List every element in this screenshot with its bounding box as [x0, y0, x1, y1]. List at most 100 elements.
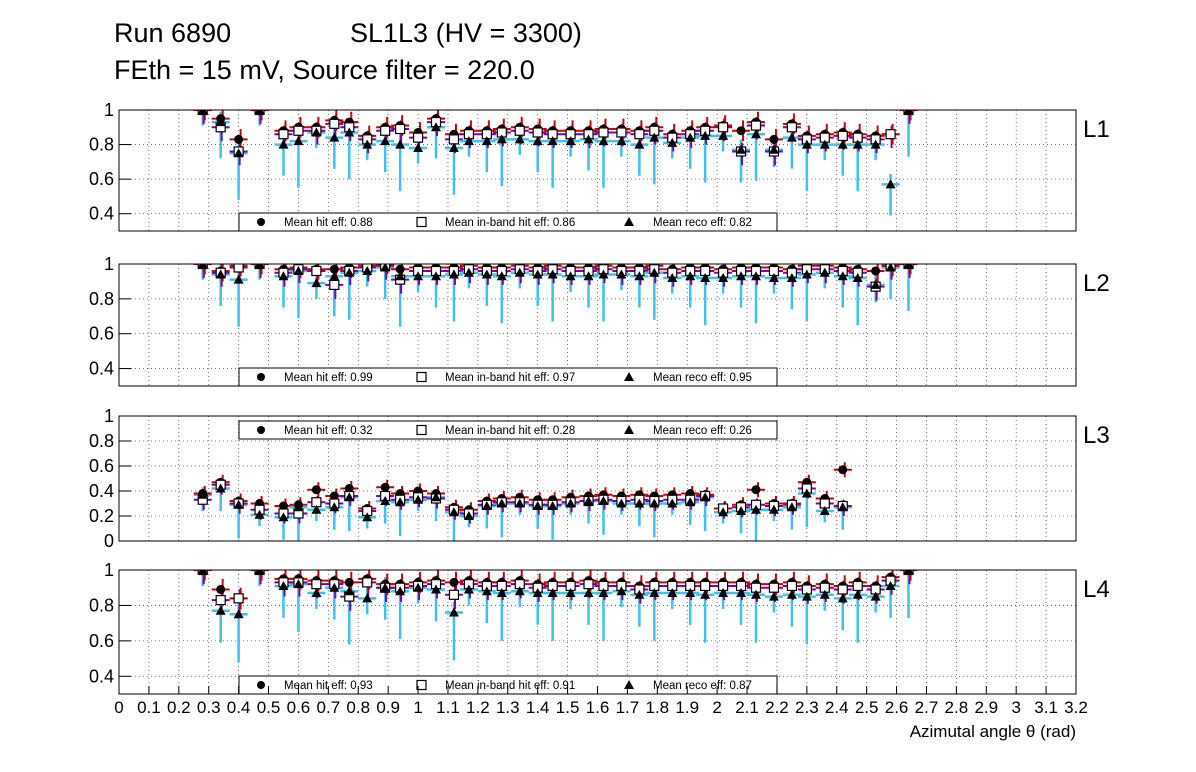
reco-marker: [634, 139, 645, 149]
x-axis-label: Azimutal angle θ (rad): [910, 722, 1076, 741]
reco-marker: [565, 271, 576, 281]
reco-marker: [413, 271, 424, 281]
y-tick-label: 0.4: [89, 666, 114, 686]
inband-marker: [583, 579, 594, 590]
inband-marker: [786, 122, 797, 133]
reco-marker: [254, 570, 265, 574]
data-points: [193, 110, 918, 216]
hit-marker: [329, 491, 339, 501]
hit-marker: [344, 577, 354, 587]
reco-marker: [801, 269, 812, 279]
legend-reco-marker: [624, 425, 634, 434]
reco-marker: [233, 274, 244, 284]
reco-marker: [380, 264, 391, 272]
reco-marker: [514, 267, 525, 277]
y-tick-label: 0.6: [89, 631, 114, 651]
reco-marker: [254, 264, 265, 268]
reco-marker: [514, 134, 525, 144]
x-tick-label: 2.9: [974, 698, 998, 717]
reco-marker: [448, 607, 459, 617]
y-tick-label: 1: [104, 100, 114, 120]
legend-hit-marker: [257, 218, 265, 226]
reco-marker: [667, 498, 678, 508]
reco-marker: [616, 136, 627, 146]
legend-reco-marker: [624, 372, 634, 381]
x-tick-label: 3.1: [1034, 698, 1058, 717]
hit-marker: [329, 264, 339, 274]
reco-marker: [463, 511, 474, 520]
legend: Mean hit eff: 0.32 Mean in-band hit eff: …: [238, 420, 778, 440]
legend-inband-text: Mean in-band hit eff: 0.86: [445, 217, 575, 229]
reco-marker: [700, 130, 711, 140]
reco-marker: [344, 127, 355, 137]
reco-marker: [395, 271, 406, 281]
inband-marker: [278, 129, 289, 140]
reco-marker: [463, 136, 474, 146]
x-tick-label: 1.9: [675, 698, 699, 717]
reco-marker: [395, 497, 406, 507]
reco-marker: [685, 588, 696, 598]
legend-hit-marker: [257, 373, 265, 381]
inband-marker: [380, 125, 391, 136]
hit-marker: [395, 264, 405, 274]
reco-marker: [448, 507, 459, 517]
x-tick-label: 1.2: [466, 698, 490, 717]
inband-marker: [293, 125, 304, 136]
hit-marker: [449, 577, 459, 587]
inband-marker: [448, 134, 460, 145]
reco-marker: [344, 267, 355, 277]
y-tick-label: 0.8: [89, 289, 114, 309]
legend-reco-text: Mean reco eff: 0.95: [653, 372, 752, 384]
x-tick-label: 3.2: [1064, 698, 1088, 717]
reco-marker: [293, 502, 304, 512]
legend-reco-text: Mean reco eff: 0.82: [653, 217, 752, 229]
reco-marker: [395, 139, 406, 149]
hit-marker: [344, 484, 354, 493]
legend-hit-marker: [257, 426, 265, 434]
data-points: [193, 264, 918, 327]
panel-frame: [118, 415, 1077, 542]
y-tick-label: 0.8: [89, 135, 114, 155]
reco-marker: [547, 501, 558, 510]
reco-marker: [736, 588, 747, 598]
x-tick-label: 1.7: [616, 698, 640, 717]
reco-marker: [278, 580, 289, 590]
reco-marker: [565, 136, 576, 146]
hit-marker: [838, 465, 848, 475]
reco-marker: [700, 272, 711, 282]
reco-marker: [649, 588, 660, 598]
inband-marker: [233, 264, 244, 273]
reco-marker: [197, 264, 208, 268]
hit-marker: [769, 134, 779, 144]
reco-marker: [616, 498, 627, 508]
reco-marker: [649, 498, 660, 508]
reco-marker: [616, 586, 627, 596]
x-tick-label: 0.6: [287, 698, 311, 717]
inband-marker: [634, 129, 645, 140]
hit-marker: [216, 584, 226, 594]
reco-marker: [837, 502, 848, 512]
reco-marker: [837, 139, 848, 149]
reco-marker: [448, 269, 459, 279]
reco-marker: [496, 134, 507, 144]
reco-marker: [903, 264, 914, 268]
x-tick-label: 3: [1011, 698, 1020, 717]
reco-marker: [768, 144, 779, 154]
reco-marker: [565, 498, 576, 508]
reco-marker: [278, 139, 289, 149]
reco-marker: [736, 506, 747, 515]
reco-marker: [362, 265, 373, 275]
reco-marker: [801, 591, 812, 601]
reco-marker: [819, 506, 830, 515]
x-tick-label: 0.9: [376, 698, 400, 717]
reco-marker: [751, 504, 762, 514]
reco-marker: [278, 512, 289, 522]
reco-marker: [667, 272, 678, 282]
hit-marker: [234, 134, 244, 144]
reco-marker: [751, 129, 762, 139]
reco-marker: [718, 507, 729, 517]
reco-marker: [293, 265, 304, 275]
panel-label: L3: [1083, 422, 1110, 449]
